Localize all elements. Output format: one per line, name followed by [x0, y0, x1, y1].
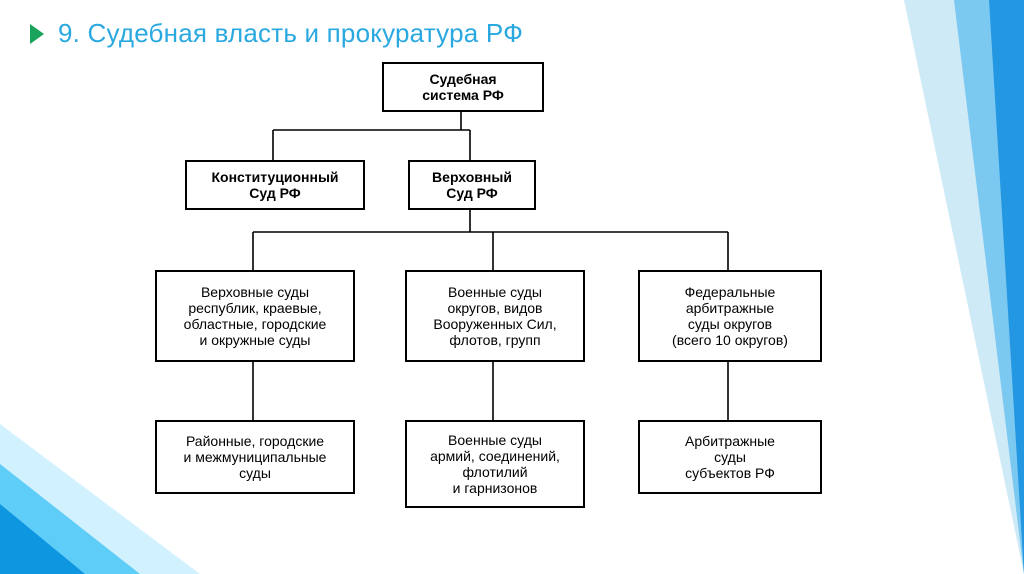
node-root: Судебнаясистема РФ [382, 62, 544, 112]
page-title: 9. Судебная власть и прокуратура РФ [58, 18, 523, 49]
node-label: Федеральныеарбитражныесуды округов(всего… [640, 282, 820, 350]
node-label: ВерховныйСуд РФ [410, 167, 534, 203]
node-label: КонституционныйСуд РФ [187, 167, 363, 203]
node-label: Военные судыармий, соединений,флотилийи … [407, 430, 583, 498]
title-arrow-icon [30, 24, 44, 44]
node-c: Федеральныеарбитражныесуды округов(всего… [638, 270, 822, 362]
node-c2: Арбитражныесудысубъектов РФ [638, 420, 822, 494]
node-label: Военные судыокругов, видовВооруженных Си… [407, 282, 583, 350]
node-a2: Районные, городскиеи межмуниципальныесуд… [155, 420, 355, 494]
decor-band [989, 0, 1024, 574]
node-label: Районные, городскиеи межмуниципальныесуд… [157, 431, 353, 483]
decor-wedge [0, 504, 85, 574]
node-label: Судебнаясистема РФ [384, 69, 542, 105]
node-const: КонституционныйСуд РФ [185, 160, 365, 210]
node-supreme: ВерховныйСуд РФ [408, 160, 536, 210]
node-b2: Военные судыармий, соединений,флотилийи … [405, 420, 585, 508]
node-b: Военные судыокругов, видовВооруженных Си… [405, 270, 585, 362]
slide: 9. Судебная власть и прокуратура РФ Суде… [0, 0, 1024, 574]
node-label: Верховные судыреспублик, краевые,областн… [157, 282, 353, 350]
node-a: Верховные судыреспублик, краевые,областн… [155, 270, 355, 362]
node-label: Арбитражныесудысубъектов РФ [640, 431, 820, 483]
